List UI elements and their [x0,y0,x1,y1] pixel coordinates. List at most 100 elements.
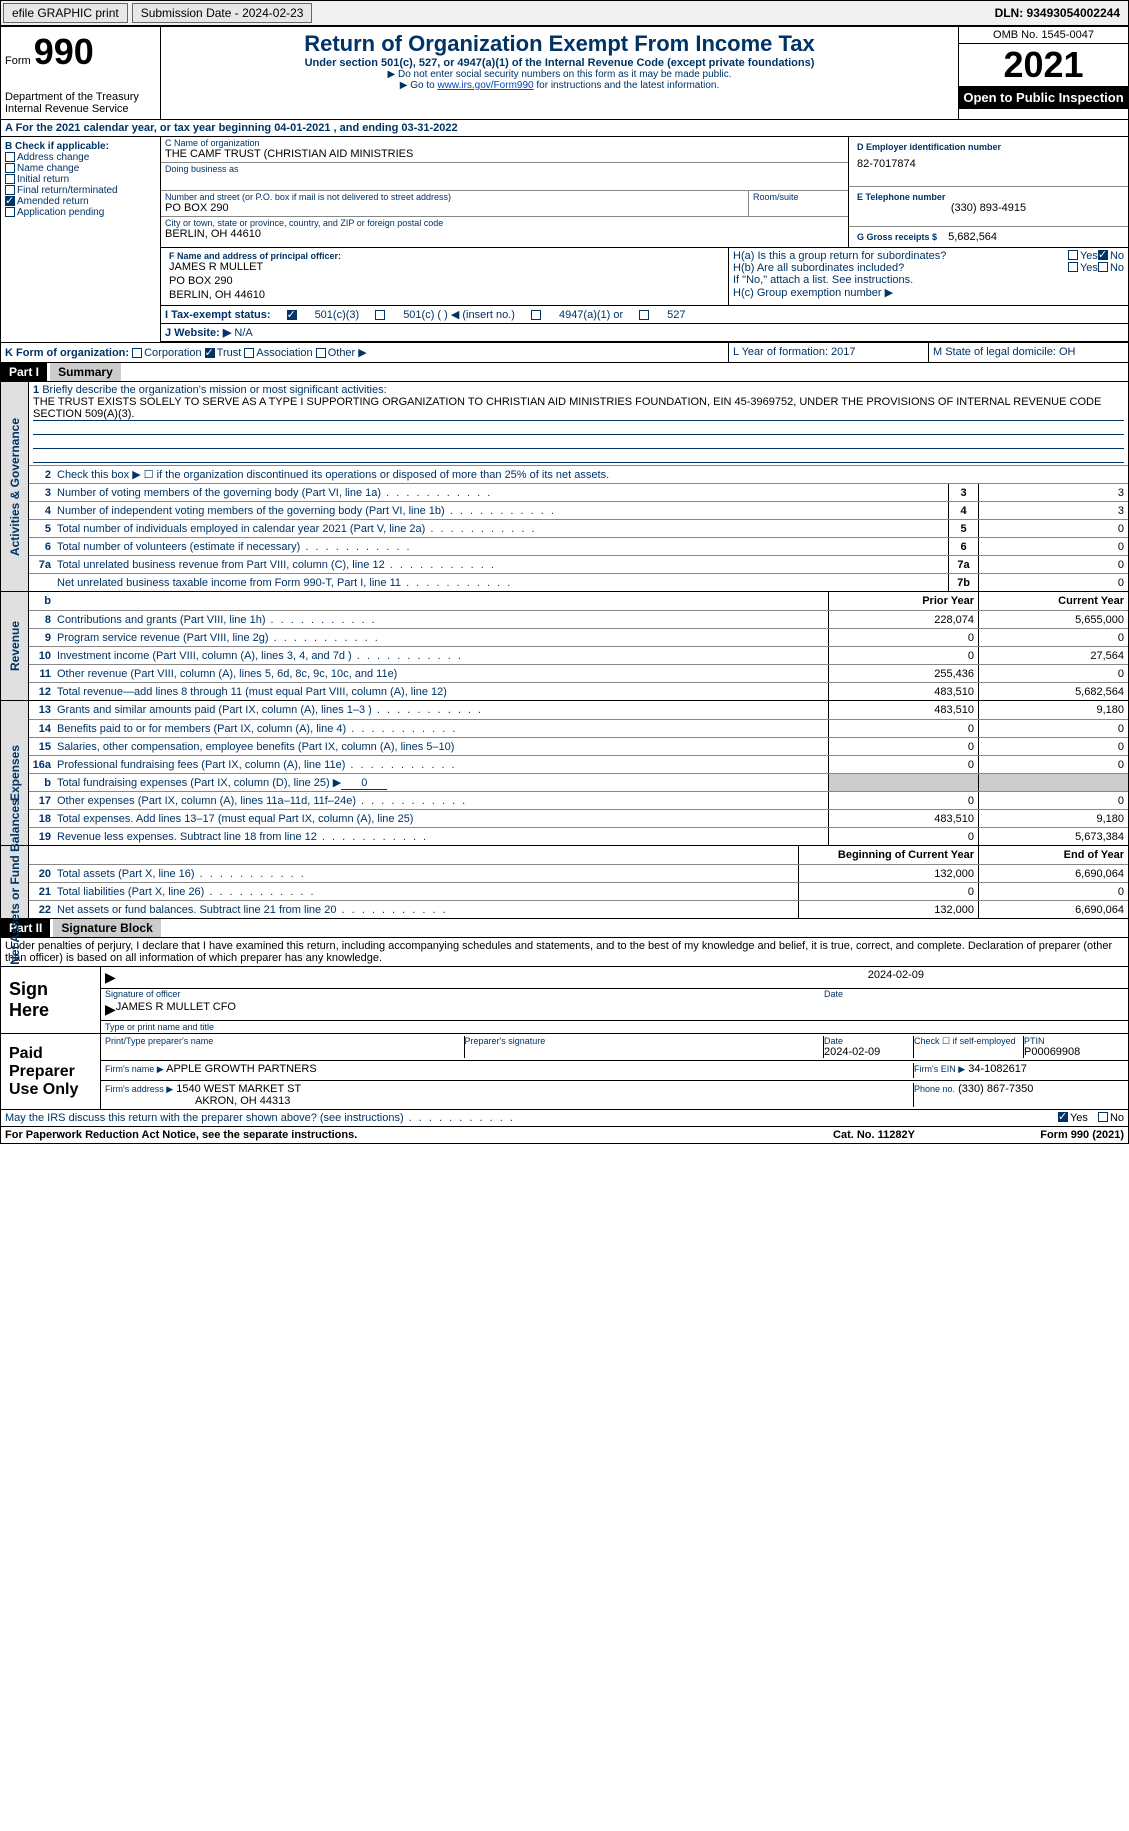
form990-link[interactable]: www.irs.gov/Form990 [437,80,533,91]
cat-no: Cat. No. 11282Y [774,1129,974,1141]
label-no2: No [1110,262,1124,274]
checkbox-hb-no[interactable] [1098,262,1108,272]
line14: Benefits paid to or for members (Part IX… [57,722,828,736]
mission-text: THE TRUST EXISTS SOLELY TO SERVE AS A TY… [33,396,1124,421]
checkbox-ha-no[interactable] [1098,250,1108,260]
c-name-label: C Name of organization [161,137,848,148]
firm-ein-label: Firm's EIN ▶ [914,1064,965,1074]
line3: Number of voting members of the governin… [57,486,948,500]
dln-label: DLN: 93493054002244 [987,4,1128,22]
label-trust: Trust [217,347,242,359]
p9: 0 [828,629,978,646]
line18: Total expenses. Add lines 13–17 (must eq… [57,812,828,826]
arrow-icon: ▶ [105,969,116,986]
arrow-icon2: ▶ [105,1001,116,1018]
label-527: 527 [667,309,685,321]
p8: 228,074 [828,611,978,628]
top-toolbar: efile GRAPHIC print Submission Date - 20… [0,0,1129,26]
label-discuss-no: No [1110,1112,1124,1124]
column-b-checkboxes: B Check if applicable: Address change Na… [1,137,161,342]
checkbox-ha-yes[interactable] [1068,250,1078,260]
form-subtitle: Under section 501(c), 527, or 4947(a)(1)… [165,57,954,69]
c18: 9,180 [978,810,1128,827]
sign-here-label: Sign Here [1,967,101,1033]
type-name-label: Type or print name and title [105,1022,214,1032]
line1-label: Briefly describe the organization's miss… [42,384,386,396]
firm-addr-label: Firm's address ▶ [105,1084,173,1094]
irs-label: Internal Revenue Service [5,103,156,115]
c21: 0 [978,883,1128,900]
label-initial-return: Initial return [17,174,69,185]
checkbox-other[interactable] [316,348,326,358]
line7a: Total unrelated business revenue from Pa… [57,558,948,572]
vlabel-activities: Activities & Governance [8,417,22,555]
line8: Contributions and grants (Part VIII, lin… [57,613,828,627]
checkbox-hb-yes[interactable] [1068,262,1078,272]
p15: 0 [828,738,978,755]
checkbox-discuss-yes[interactable] [1058,1112,1068,1122]
firm-phone: (330) 867-7350 [958,1083,1033,1095]
k-label: K Form of organization: [5,347,129,359]
hdr-prior: Prior Year [828,592,978,610]
line16b-val: 0 [341,777,387,790]
c14: 0 [978,720,1128,737]
room-label: Room/suite [749,191,848,202]
line11: Other revenue (Part VIII, column (A), li… [57,667,828,681]
c17: 0 [978,792,1128,809]
c12: 5,682,564 [978,683,1128,700]
l-year-formation: L Year of formation: 2017 [728,343,928,362]
line19: Revenue less expenses. Subtract line 18 … [57,830,828,844]
efile-print-button[interactable]: efile GRAPHIC print [3,3,128,23]
c16a: 0 [978,756,1128,773]
label-no: No [1110,250,1124,262]
p14: 0 [828,720,978,737]
line9: Program service revenue (Part VIII, line… [57,631,828,645]
street-label: Number and street (or P.O. box if mail i… [161,191,748,202]
checkbox-association[interactable] [244,348,254,358]
b-label: B Check if applicable: [5,141,156,152]
prep-sig-label: Preparer's signature [465,1036,824,1046]
line15: Salaries, other compensation, employee b… [57,740,828,754]
p16a: 0 [828,756,978,773]
tax-year: 2021 [959,44,1128,86]
p21: 0 [798,883,978,900]
omb-number: OMB No. 1545-0047 [959,27,1128,44]
checkbox-501c3[interactable] [287,310,297,320]
dba-label: Doing business as [161,163,848,174]
c22: 6,690,064 [978,901,1128,918]
checkbox-name-change[interactable] [5,163,15,173]
checkbox-discuss-no[interactable] [1098,1112,1108,1122]
checkbox-amended-return[interactable] [5,196,15,206]
m-state-domicile: M State of legal domicile: OH [928,343,1128,362]
checkbox-corporation[interactable] [132,348,142,358]
p13: 483,510 [828,701,978,719]
firm-ein: 34-1082617 [968,1063,1027,1075]
i-label: I Tax-exempt status: [165,309,271,321]
label-4947: 4947(a)(1) or [559,309,623,321]
dba-value [161,174,848,176]
note-goto-post: for instructions and the latest informat… [536,80,719,91]
checkbox-application-pending[interactable] [5,207,15,217]
p11: 255,436 [828,665,978,682]
line16b-pre: Total fundraising expenses (Part IX, col… [57,777,341,789]
label-501c3: 501(c)(3) [315,309,360,321]
checkbox-501c[interactable] [375,310,385,320]
officer-addr2: BERLIN, OH 44610 [165,289,724,303]
c11: 0 [978,665,1128,682]
checkbox-527[interactable] [639,310,649,320]
checkbox-4947[interactable] [531,310,541,320]
label-discuss-yes: Yes [1070,1112,1088,1124]
c20: 6,690,064 [978,865,1128,882]
checkbox-address-change[interactable] [5,152,15,162]
check-self-employed: Check ☐ if self-employed [914,1036,1024,1058]
checkbox-initial-return[interactable] [5,174,15,184]
note-ssn: ▶ Do not enter social security numbers o… [165,69,954,80]
pra-notice: For Paperwork Reduction Act Notice, see … [5,1129,774,1141]
checkbox-trust[interactable] [205,348,215,358]
submission-date-button[interactable]: Submission Date - 2024-02-23 [132,3,313,23]
hdr-boy: Beginning of Current Year [798,846,978,864]
label-association: Association [256,347,312,359]
ptin-value: P00069908 [1024,1046,1124,1058]
line12: Total revenue—add lines 8 through 11 (mu… [57,685,828,699]
street-value: PO BOX 290 [161,202,748,216]
